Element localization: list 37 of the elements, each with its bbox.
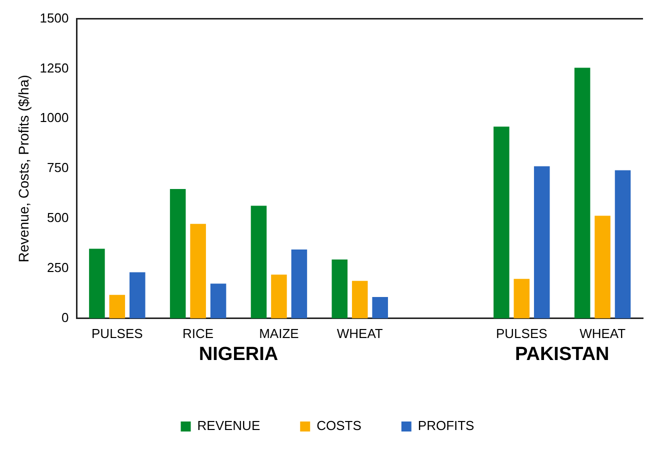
bar	[291, 249, 308, 318]
y-tick-label: 1500	[40, 10, 69, 26]
y-tick-label: 0	[61, 310, 69, 325]
bar	[271, 274, 287, 318]
y-tick-label: 500	[47, 210, 69, 226]
y-tick-label: 1000	[40, 110, 69, 126]
bar	[534, 166, 550, 318]
x-tick-label: PULSES	[496, 326, 548, 341]
x-tick-label: MAIZE	[259, 326, 300, 341]
bar	[352, 280, 368, 318]
y-tick-label: 250	[47, 260, 69, 276]
text: PAKISTAN	[514, 344, 610, 366]
y-tick-label: 1250	[40, 60, 69, 76]
bar	[614, 170, 631, 318]
bar	[574, 68, 590, 318]
y-axis-title: Revenue, Costs, Profits ($/ha)	[15, 74, 32, 262]
bar	[250, 206, 267, 318]
bar	[210, 284, 226, 318]
legend-label: COSTS	[316, 418, 362, 434]
x-tick-label: PULSES	[92, 326, 144, 341]
bar	[332, 259, 348, 318]
y-tick-label: 750	[47, 160, 69, 176]
bar	[130, 272, 146, 318]
bar	[170, 188, 186, 318]
bar	[89, 248, 105, 318]
x-tick-label: WHEAT	[580, 326, 626, 341]
bar	[109, 294, 126, 318]
bar	[594, 216, 610, 318]
legend-label: REVENUE	[197, 418, 260, 434]
bar	[514, 278, 530, 318]
bar	[372, 297, 388, 318]
legend-label: PROFITS	[418, 418, 475, 434]
x-tick-label: RICE	[182, 326, 214, 341]
text: NIGERIA	[198, 344, 278, 366]
bar	[190, 224, 206, 318]
bar	[494, 126, 510, 318]
x-tick-label: WHEAT	[336, 326, 383, 341]
